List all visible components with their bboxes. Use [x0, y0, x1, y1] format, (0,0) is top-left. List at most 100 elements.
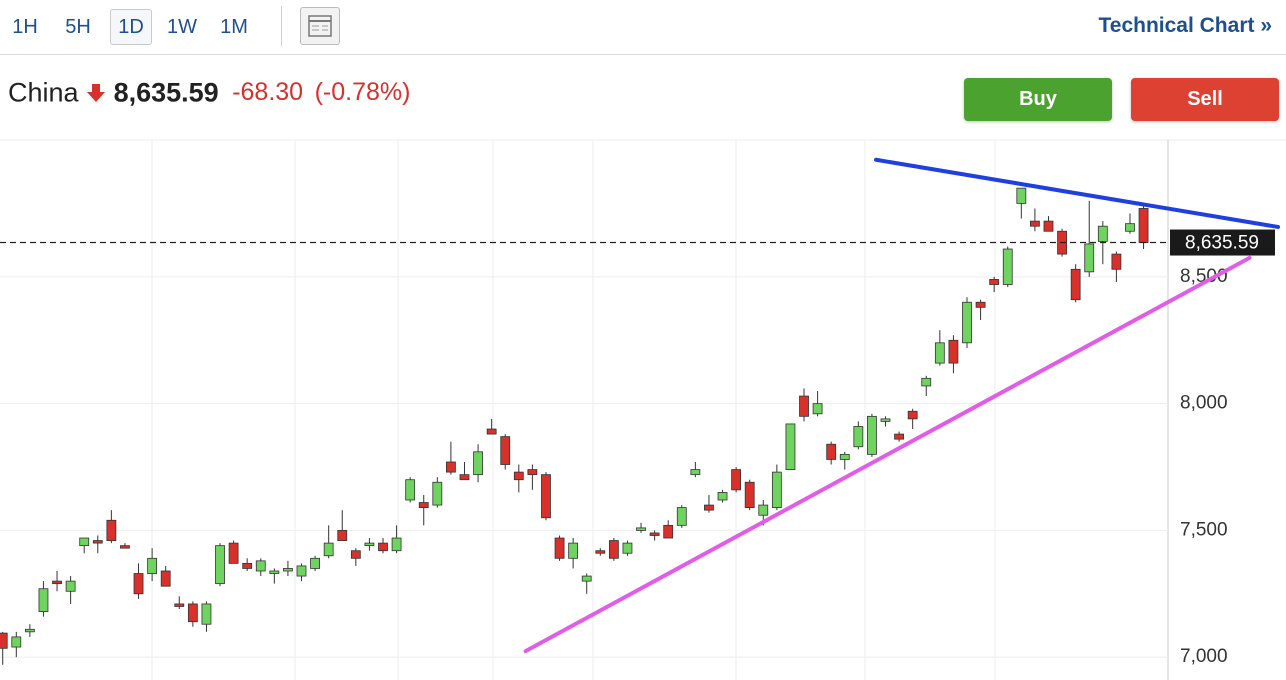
- candle-body: [337, 530, 348, 541]
- candle-body: [771, 471, 782, 509]
- last-price-label: 8,635.59: [1185, 233, 1259, 254]
- candle-body: [1097, 225, 1108, 242]
- candle-body: [894, 433, 904, 440]
- candle-body: [744, 481, 755, 509]
- candle-body: [174, 603, 185, 607]
- candle-body: [731, 469, 742, 491]
- layout-icon[interactable]: [300, 7, 340, 45]
- candle-body: [500, 436, 511, 465]
- candle-body: [120, 545, 130, 549]
- timeframe-tab[interactable]: 1D: [110, 9, 152, 45]
- candle-body: [0, 632, 8, 649]
- candle-body: [934, 342, 945, 364]
- candle-body: [541, 474, 551, 519]
- candle-body: [839, 453, 850, 460]
- candle-body: [228, 542, 239, 564]
- timeframe-tab[interactable]: 1M: [220, 16, 248, 38]
- candle-body: [812, 403, 823, 415]
- candle-body: [907, 410, 918, 420]
- icon-graphic: [308, 15, 332, 37]
- candle-body: [350, 550, 361, 559]
- candle-body: [405, 479, 416, 501]
- candle-body: [106, 519, 117, 541]
- candle-body: [663, 524, 674, 539]
- candle-body: [989, 279, 1000, 285]
- sell-button[interactable]: Sell: [1131, 78, 1279, 121]
- candle-body: [636, 527, 646, 531]
- candle-body: [92, 540, 103, 544]
- candle-body: [513, 471, 524, 481]
- candle-body: [296, 565, 307, 577]
- candle-body: [1002, 248, 1013, 285]
- candle-body: [785, 423, 796, 470]
- candle-body: [704, 504, 714, 511]
- candle-body: [948, 339, 959, 364]
- candle-body: [1043, 220, 1054, 232]
- candle-body: [255, 560, 266, 572]
- buy-button[interactable]: Buy: [964, 78, 1112, 121]
- timeframe-tab[interactable]: 1W: [167, 16, 197, 38]
- candle-body: [486, 428, 497, 435]
- candle-body: [133, 573, 144, 595]
- technical-chart-link[interactable]: Technical Chart »: [1098, 14, 1273, 37]
- candle-body: [391, 537, 402, 552]
- y-tick-label: 8,000: [1180, 393, 1228, 414]
- candle-body: [867, 415, 877, 455]
- candle-body: [242, 562, 253, 569]
- candle-body: [269, 570, 280, 574]
- candle-body: [160, 570, 171, 587]
- candle-body: [554, 537, 565, 559]
- candle-body: [880, 418, 891, 422]
- candle-body: [962, 301, 972, 344]
- y-tick-label: 8,500: [1180, 266, 1228, 287]
- candle-body: [201, 603, 212, 625]
- candle-body: [432, 481, 443, 506]
- candle-body: [690, 469, 701, 476]
- candle-body: [799, 395, 809, 417]
- candle-body: [459, 474, 470, 481]
- quote: China 8,635.59 -68.30 (-0.78%): [8, 76, 410, 108]
- candle-body: [758, 504, 769, 516]
- timeframe-tab[interactable]: 1H: [12, 16, 38, 38]
- trend-line: [523, 255, 1252, 654]
- candle-body: [1030, 220, 1040, 227]
- candle-body: [527, 469, 538, 476]
- divider: [281, 6, 282, 46]
- candle-body: [622, 542, 633, 554]
- y-tick-label: 7,500: [1180, 519, 1228, 540]
- candle-body: [364, 542, 375, 547]
- candle-body: [649, 532, 660, 536]
- candle-body: [1070, 268, 1081, 301]
- candle-body: [676, 507, 687, 526]
- candle-body: [52, 580, 62, 585]
- candle-body: [826, 443, 837, 460]
- timeframe-tab[interactable]: 5H: [65, 16, 91, 38]
- candle-body: [79, 537, 90, 547]
- candle-body: [1016, 187, 1027, 204]
- candle-body: [608, 540, 619, 559]
- candle-body: [378, 542, 388, 552]
- last-price-tag: [1170, 229, 1275, 256]
- candle-body: [1111, 253, 1122, 270]
- trend-line: [874, 157, 1281, 229]
- candle-body: [418, 502, 429, 509]
- percent-change: (-0.78%): [314, 78, 411, 107]
- candle-body: [921, 377, 932, 387]
- y-tick-label: 7,000: [1180, 646, 1228, 667]
- candle-body: [568, 542, 579, 559]
- candle-body: [1138, 208, 1149, 243]
- candle-body: [310, 557, 320, 569]
- candle-body: [581, 575, 592, 582]
- candle-body: [1125, 223, 1135, 232]
- candle-body: [283, 568, 293, 572]
- candle-body: [323, 542, 334, 557]
- candle-body: [24, 628, 35, 633]
- candle-body: [215, 545, 225, 585]
- candle-body: [595, 550, 606, 554]
- price-change: -68.30: [232, 78, 304, 107]
- candle-body: [65, 580, 76, 592]
- candle-body: [853, 426, 864, 448]
- candle-body: [717, 491, 728, 501]
